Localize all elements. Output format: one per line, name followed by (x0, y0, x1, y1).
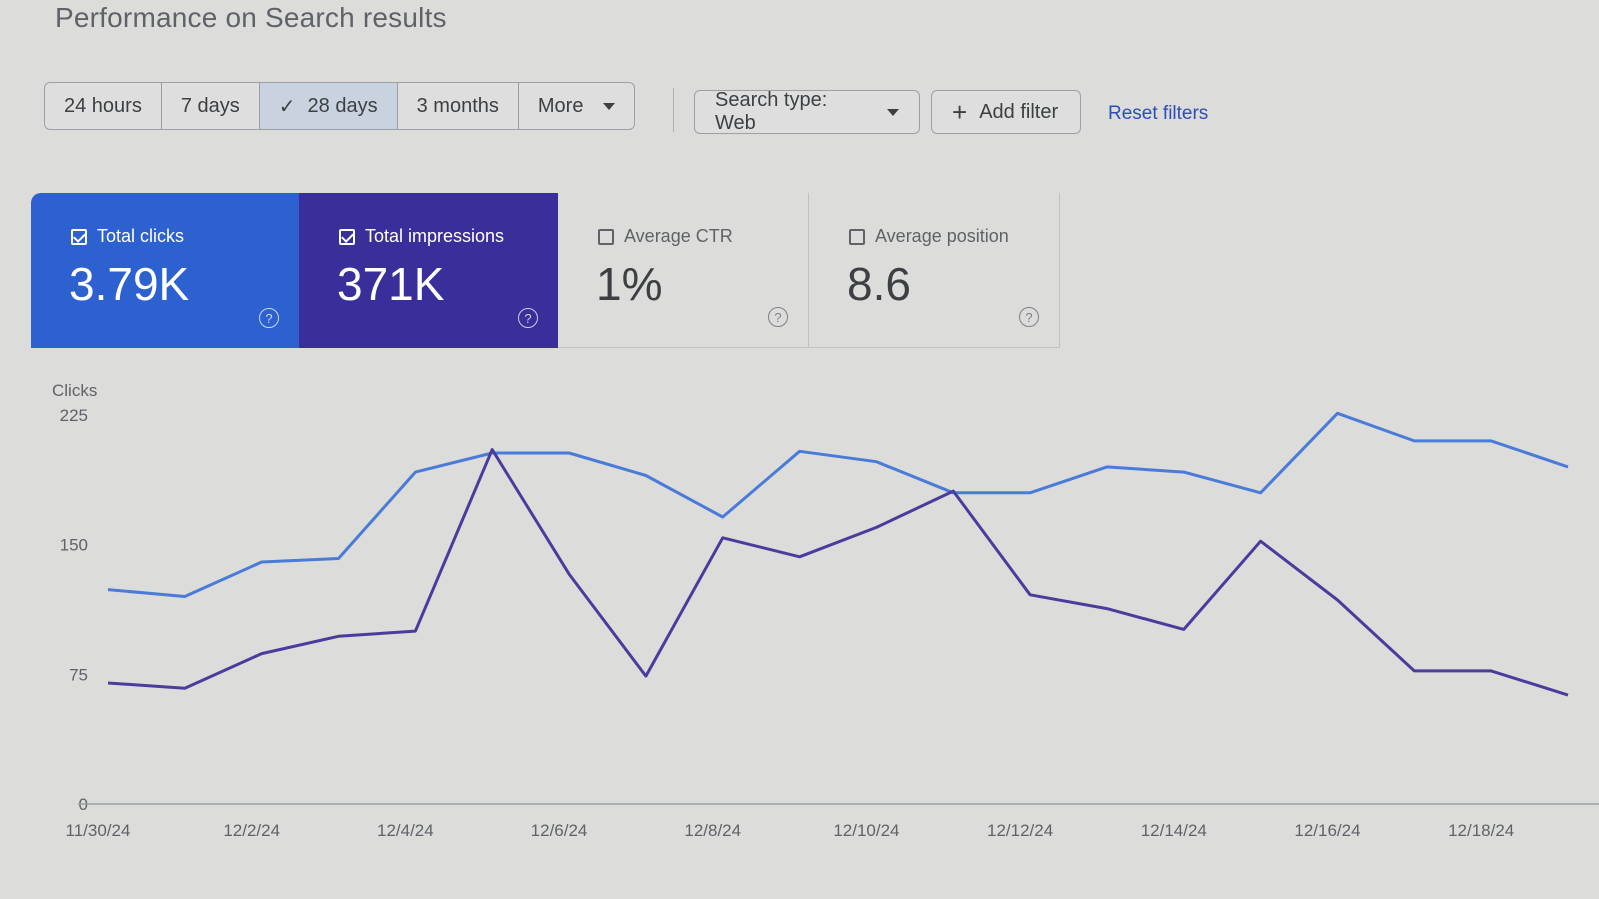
chart-svg: Clicks 075150225 11/30/2412/2/2412/4/241… (52, 381, 1599, 840)
y-tick-label: 225 (60, 406, 88, 425)
metric-label: Total clicks (97, 226, 185, 246)
y-tick-label: 150 (60, 536, 88, 555)
x-tick-label: 12/8/24 (684, 821, 741, 840)
checkbox-icon[interactable] (339, 228, 355, 245)
search-type-label: Search type: Web (715, 89, 828, 134)
metric-value: 8.6 (847, 258, 911, 310)
metric-card-average-ctr[interactable]: Average CTR 1% ? (558, 193, 809, 348)
range-28-days[interactable]: ✓ 28 days (259, 83, 398, 129)
caret-down-icon (603, 102, 616, 110)
help-icon[interactable]: ? (768, 307, 788, 327)
page-title: Performance on Search results (55, 2, 447, 33)
metric-label: Average CTR (624, 226, 733, 246)
help-icon[interactable]: ? (259, 308, 279, 328)
range-more-dropdown[interactable]: More (519, 83, 635, 129)
checkbox-icon[interactable] (598, 228, 614, 245)
metric-card-total-impressions[interactable]: Total impressions 371K ? (299, 193, 558, 348)
add-filter-label: Add filter (979, 100, 1059, 123)
metric-value: 3.79K (69, 258, 190, 310)
range-24-hours[interactable]: 24 hours (45, 83, 162, 129)
check-icon: ✓ (278, 95, 296, 118)
range-label: More (537, 94, 584, 117)
date-range-selector: 24 hours 7 days ✓ 28 days 3 months More (44, 82, 636, 130)
x-tick-label: 12/12/24 (987, 821, 1053, 840)
checkbox-icon[interactable] (71, 228, 87, 245)
metric-header: Total impressions (339, 226, 504, 247)
toolbar-divider (673, 88, 674, 132)
x-axis: 11/30/24 12/2/24 12/4/24 12/6/24 12/8/24 12/1… (66, 821, 1515, 840)
help-icon[interactable]: ? (1019, 307, 1039, 327)
plus-icon: + (952, 97, 968, 127)
metric-card-average-position[interactable]: Average position 8.6 ? (809, 193, 1060, 348)
x-tick-label: 12/2/24 (223, 821, 280, 840)
metric-value: 371K (337, 258, 445, 310)
x-tick-label: 12/18/24 (1448, 821, 1514, 840)
x-tick-label: 12/10/24 (833, 821, 899, 840)
range-label: 24 hours (64, 94, 142, 117)
metric-label: Average position (875, 226, 1009, 246)
x-tick-label: 12/4/24 (377, 821, 434, 840)
metric-cards: Total clicks 3.79K ? Total impressions 3… (31, 193, 1060, 348)
clicks-series-line (107, 411, 1569, 598)
checkbox-icon[interactable] (849, 228, 865, 245)
range-label: 3 months (416, 94, 499, 117)
range-label: 28 days (307, 94, 378, 117)
metric-label: Total impressions (365, 226, 505, 246)
help-icon[interactable]: ? (518, 308, 538, 328)
metric-header: Total clicks (71, 226, 184, 247)
x-tick-label: 11/30/24 (66, 821, 131, 840)
metric-card-total-clicks[interactable]: Total clicks 3.79K ? (31, 193, 299, 348)
y-tick-label: 75 (69, 665, 88, 684)
impressions-series-line (107, 448, 1569, 697)
y-axis: 075150225 (60, 406, 88, 814)
range-label: 7 days (180, 94, 240, 117)
x-tick-label: 12/14/24 (1141, 821, 1207, 840)
x-tick-label: 12/16/24 (1294, 821, 1360, 840)
caret-down-icon (887, 108, 899, 116)
chart-series (107, 411, 1569, 697)
search-type-dropdown[interactable]: Search type: Web (694, 89, 920, 134)
add-filter-button[interactable]: + Add filter (931, 90, 1081, 134)
x-tick-label: 12/6/24 (531, 821, 588, 840)
range-7-days[interactable]: 7 days (162, 83, 260, 129)
reset-filters-link[interactable]: Reset filters (1108, 103, 1209, 124)
range-3-months[interactable]: 3 months (398, 83, 519, 129)
metric-header: Average CTR (598, 226, 733, 247)
performance-chart: Clicks 075150225 11/30/2412/2/2412/4/241… (0, 370, 1599, 899)
metric-value: 1% (596, 258, 663, 310)
y-axis-label: Clicks (52, 381, 97, 400)
metric-header: Average position (849, 226, 1009, 247)
